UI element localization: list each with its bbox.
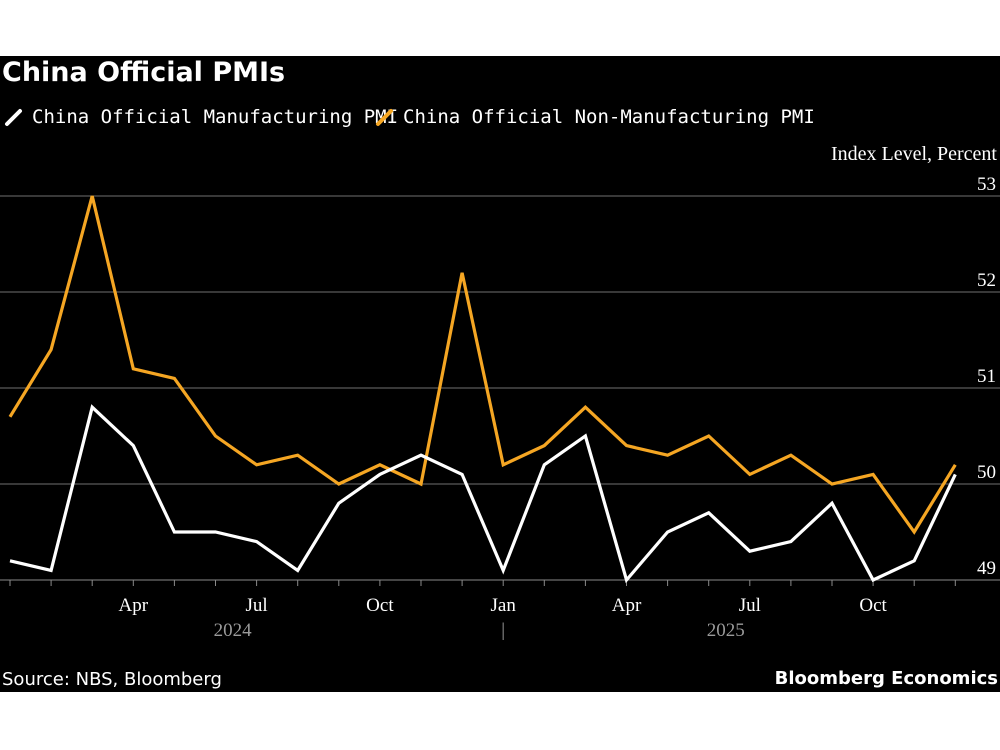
y-tick-label: 52 [977, 270, 996, 291]
brand-logo-text: Bloomberg Economics [774, 668, 998, 689]
legend-swatch-manufacturing-icon [5, 109, 22, 126]
legend-item-non-manufacturing: China Official Non-Manufacturing PMI [375, 106, 815, 128]
x-tick-label: Apr [119, 595, 149, 616]
y-axis-unit-label: Index Level, Percent [830, 143, 997, 165]
x-tick-label: Oct [366, 595, 394, 616]
y-tick-label: 51 [977, 366, 996, 387]
x-tick-label: Oct [859, 595, 887, 616]
x-year-label: 2025 [707, 620, 745, 641]
legend-label-manufacturing: China Official Manufacturing PMI [32, 106, 399, 128]
y-tick-label: 50 [977, 462, 996, 483]
chart-title: China Official PMIs [2, 57, 286, 88]
source-note: Source: NBS, Bloomberg [2, 669, 222, 690]
x-year-label: 2024 [214, 620, 253, 641]
legend-swatch-non-manufacturing-icon [376, 109, 393, 126]
y-tick-label: 53 [977, 174, 996, 195]
x-tick-label: Jul [739, 595, 761, 616]
x-tick-label: Jan [491, 595, 517, 616]
series-line-manufacturing [9, 404, 957, 584]
legend: China Official Manufacturing PMI China O… [0, 106, 1000, 132]
series-line-non-manufacturing [8, 195, 957, 535]
x-year-separator: | [501, 620, 505, 641]
legend-item-manufacturing: China Official Manufacturing PMI [4, 106, 398, 128]
chart-panel [0, 56, 1000, 692]
y-tick-label: 49 [977, 558, 996, 579]
x-tick-label: Apr [612, 595, 642, 616]
legend-label-non-manufacturing: China Official Non-Manufacturing PMI [403, 106, 815, 128]
x-tick-label: Jul [246, 595, 268, 616]
